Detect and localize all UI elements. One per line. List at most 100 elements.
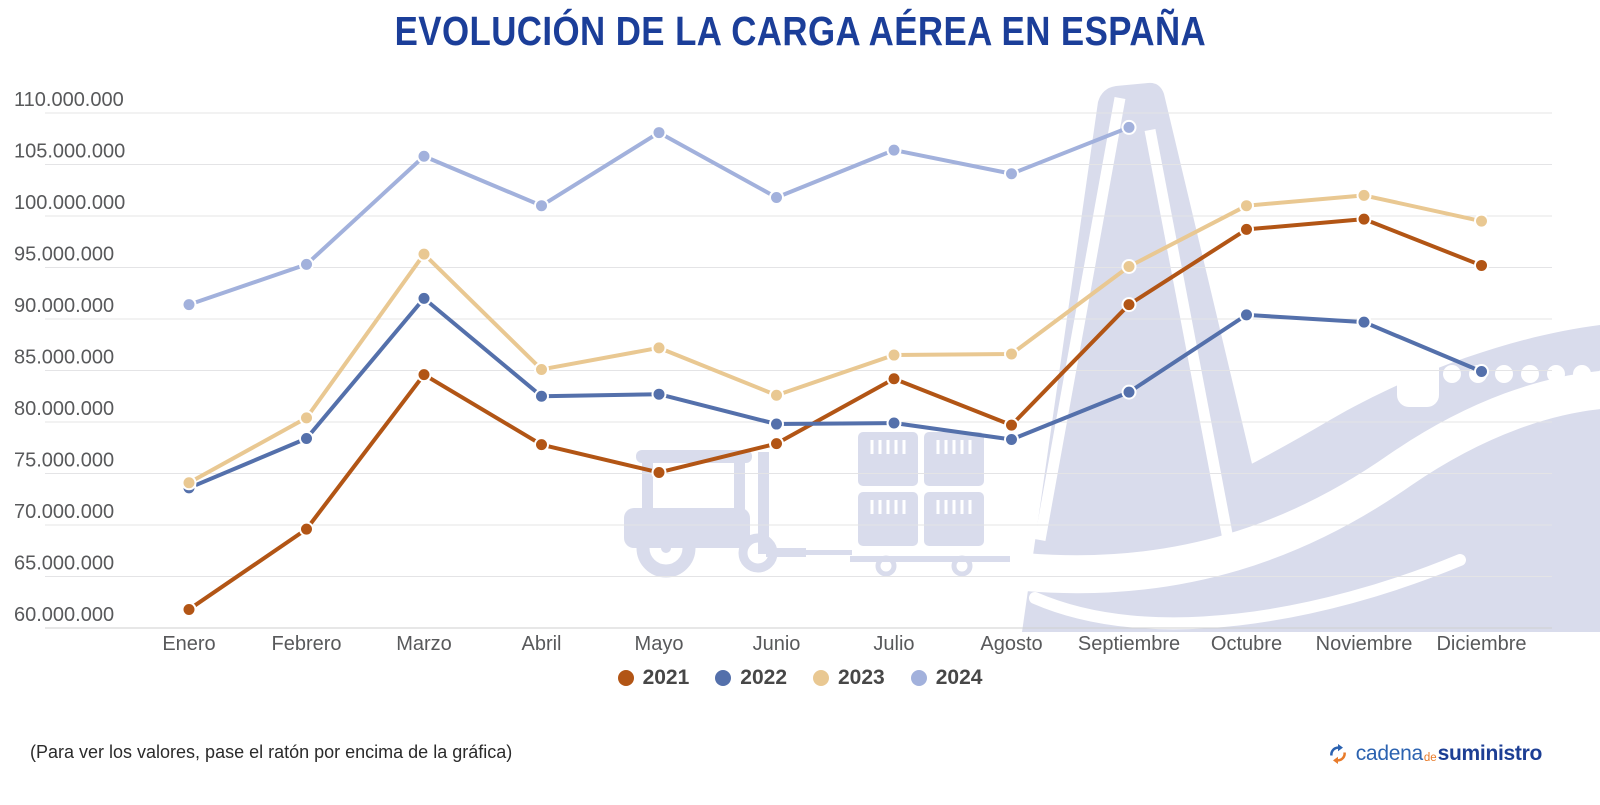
logo-word-suministro: suministro xyxy=(1437,742,1543,765)
data-point[interactable] xyxy=(416,290,432,306)
data-point[interactable] xyxy=(1121,119,1137,135)
data-point[interactable] xyxy=(1356,187,1372,203)
series-line xyxy=(187,296,1484,490)
legend-dot xyxy=(910,670,927,686)
data-point[interactable] xyxy=(1121,384,1137,400)
x-axis-month-label: Noviembre xyxy=(1316,633,1413,655)
data-point[interactable] xyxy=(534,361,549,377)
airplane-icon xyxy=(1006,82,1600,632)
data-point[interactable] xyxy=(1239,307,1254,323)
data-point[interactable] xyxy=(1239,198,1254,214)
x-axis-month-label: Octubre xyxy=(1211,633,1282,655)
data-point[interactable] xyxy=(651,125,667,141)
legend-item-2021[interactable]: 2021 xyxy=(617,666,690,690)
pallet-boxes-icon xyxy=(800,432,1010,577)
page-title: EVOLUCIÓN DE LA CARGA AÉREA EN ESPAÑA xyxy=(0,8,1600,55)
series-line xyxy=(187,193,1484,485)
data-point[interactable] xyxy=(299,410,314,426)
logo-word-de: de xyxy=(1423,752,1437,764)
legend-label: 2023 xyxy=(838,666,885,689)
chart-legend: 2021 2022 2023 2024 xyxy=(0,666,1600,690)
data-point[interactable] xyxy=(1004,432,1019,448)
x-axis-month-label: Enero xyxy=(162,633,215,655)
forklift-icon xyxy=(624,450,806,578)
logo-word-cadena: cadena xyxy=(1355,742,1423,765)
data-point[interactable] xyxy=(886,415,902,431)
circular-arrows-icon xyxy=(1329,744,1346,764)
series-2023[interactable] xyxy=(181,187,1489,491)
x-axis-month-label: Abril xyxy=(521,633,561,655)
data-point[interactable] xyxy=(1121,258,1137,274)
y-axis-tick-label: 80.000.000 xyxy=(14,398,114,420)
x-axis-month-label: Febrero xyxy=(271,633,341,655)
x-axis-month-label: Junio xyxy=(753,633,801,655)
data-point[interactable] xyxy=(1474,257,1489,273)
legend-item-2024[interactable]: 2024 xyxy=(910,666,983,690)
data-point[interactable] xyxy=(651,340,667,356)
data-point[interactable] xyxy=(534,388,549,404)
brand-logo[interactable]: cadena de suministro xyxy=(1326,742,1542,766)
y-axis-tick-label: 110.000.000 xyxy=(14,89,124,111)
x-axis-month-label: Diciembre xyxy=(1436,633,1526,655)
legend-label: 2024 xyxy=(935,666,983,689)
y-axis-tick-label: 85.000.000 xyxy=(14,347,114,369)
hover-hint: (Para ver los valores, pase el ratón por… xyxy=(30,742,513,762)
data-point[interactable] xyxy=(886,142,902,158)
data-point[interactable] xyxy=(416,148,432,164)
data-point[interactable] xyxy=(416,246,432,262)
data-point[interactable] xyxy=(1356,314,1372,330)
y-axis-tick-label: 65.000.000 xyxy=(14,553,114,575)
series-line xyxy=(187,217,1484,612)
data-point[interactable] xyxy=(1121,297,1137,313)
legend-dot xyxy=(715,670,732,686)
chart-title: EVOLUCIÓN DE LA CARGA AÉREA EN ESPAÑA xyxy=(394,8,1206,54)
data-point[interactable] xyxy=(1004,166,1019,182)
data-point[interactable] xyxy=(181,297,197,313)
legend-item-2022[interactable]: 2022 xyxy=(715,666,787,690)
y-axis-tick-label: 90.000.000 xyxy=(14,295,114,317)
legend-label: 2022 xyxy=(740,666,787,689)
x-axis-month-label: Agosto xyxy=(980,633,1042,655)
data-point[interactable] xyxy=(886,347,902,363)
series-2021[interactable] xyxy=(181,211,1489,617)
data-point[interactable] xyxy=(416,367,432,383)
data-point[interactable] xyxy=(534,198,549,214)
data-point[interactable] xyxy=(769,189,784,205)
data-point[interactable] xyxy=(1004,346,1019,362)
data-point[interactable] xyxy=(1474,213,1489,229)
series-2022[interactable] xyxy=(181,290,1489,496)
series-2024[interactable] xyxy=(181,119,1137,313)
data-point[interactable] xyxy=(769,416,784,432)
x-axis-month-label: Julio xyxy=(873,633,914,655)
legend-dot xyxy=(813,670,829,686)
y-axis-tick-label: 60.000.000 xyxy=(14,604,114,626)
data-point[interactable] xyxy=(534,437,549,453)
data-point[interactable] xyxy=(651,464,667,480)
data-point[interactable] xyxy=(1356,211,1372,227)
data-point[interactable] xyxy=(651,386,667,402)
data-point[interactable] xyxy=(769,387,784,403)
legend-label: 2021 xyxy=(642,666,690,689)
x-axis-month-label: Marzo xyxy=(396,633,452,655)
y-axis-tick-label: 70.000.000 xyxy=(14,501,114,523)
y-axis-tick-label: 105.000.000 xyxy=(14,141,125,163)
data-point[interactable] xyxy=(1004,417,1019,433)
legend-dot xyxy=(617,670,634,686)
data-point[interactable] xyxy=(1239,221,1254,237)
x-axis-month-label: Septiembre xyxy=(1078,633,1180,655)
data-point[interactable] xyxy=(181,601,197,617)
data-point[interactable] xyxy=(769,436,784,452)
data-point[interactable] xyxy=(299,430,314,446)
y-axis-tick-label: 95.000.000 xyxy=(14,244,114,266)
data-point[interactable] xyxy=(1474,364,1489,380)
data-point[interactable] xyxy=(886,371,902,387)
data-point[interactable] xyxy=(181,475,197,491)
y-axis-tick-label: 100.000.000 xyxy=(14,192,125,214)
data-point[interactable] xyxy=(299,521,314,537)
x-axis-month-label: Mayo xyxy=(635,633,684,655)
data-point[interactable] xyxy=(299,256,314,272)
legend-item-2023[interactable]: 2023 xyxy=(813,666,885,690)
y-axis-tick-label: 75.000.000 xyxy=(14,450,114,472)
